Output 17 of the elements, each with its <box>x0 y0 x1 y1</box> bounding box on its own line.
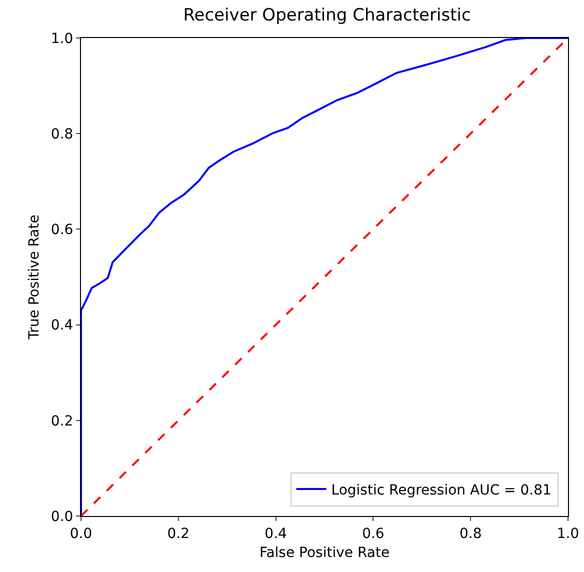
x-axis-title: False Positive Rate <box>259 545 390 562</box>
y-tick-label: 1.0 <box>50 30 74 47</box>
x-tick-label: 0.8 <box>459 526 482 542</box>
y-tick-label: 0.8 <box>50 126 74 142</box>
y-tick-label: 0.2 <box>50 413 74 430</box>
y-tick-label: 0.6 <box>50 222 74 238</box>
chart-title: Receiver Operating Characteristic <box>183 5 471 26</box>
x-tick-label: 0.0 <box>70 526 92 542</box>
legend-label: Logistic Regression AUC = 0.81 <box>331 482 552 498</box>
x-tick-label: 0.6 <box>362 526 384 542</box>
line-series <box>81 38 568 516</box>
x-tick-label: 0.2 <box>167 526 190 542</box>
y-tick-label: 0.0 <box>50 508 74 525</box>
y-tick-label: 0.4 <box>50 318 74 334</box>
x-tick-label: 1.0 <box>556 526 580 542</box>
y-axis-title: True Positive Rate <box>26 214 43 340</box>
x-tick-label: 0.4 <box>264 526 288 542</box>
